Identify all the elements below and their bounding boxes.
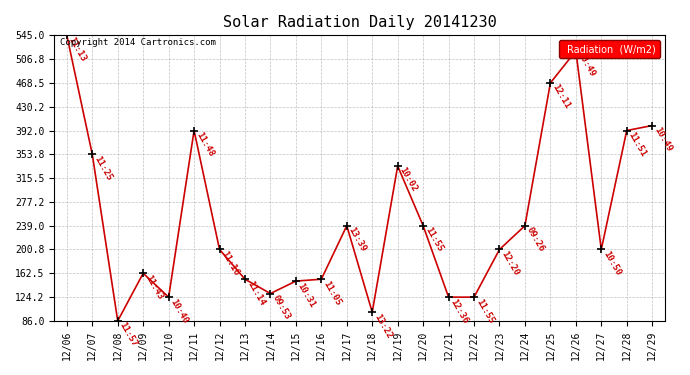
Text: 10:02: 10:02 <box>397 166 419 194</box>
Legend: Radiation  (W/m2): Radiation (W/m2) <box>559 40 660 58</box>
Text: 09:26: 09:26 <box>525 226 546 254</box>
Text: 11:55: 11:55 <box>423 226 444 254</box>
Text: 10:49: 10:49 <box>652 126 673 153</box>
Text: 11:13: 11:13 <box>67 35 88 63</box>
Text: 10:49: 10:49 <box>576 51 597 79</box>
Text: 10:31: 10:31 <box>296 281 317 309</box>
Text: 11:14: 11:14 <box>245 279 266 307</box>
Text: 09:53: 09:53 <box>270 294 292 321</box>
Text: Copyright 2014 Cartronics.com: Copyright 2014 Cartronics.com <box>60 38 216 47</box>
Text: 10:50: 10:50 <box>601 249 622 277</box>
Text: 12:36: 12:36 <box>448 297 470 325</box>
Text: 11:16: 11:16 <box>219 249 241 277</box>
Text: 12:20: 12:20 <box>500 249 521 277</box>
Text: 11:05: 11:05 <box>322 279 342 307</box>
Text: 11:55: 11:55 <box>474 297 495 325</box>
Text: 12:11: 12:11 <box>551 83 571 111</box>
Text: 11:48: 11:48 <box>194 130 215 158</box>
Text: 11:25: 11:25 <box>92 154 113 182</box>
Title: Solar Radiation Daily 20141230: Solar Radiation Daily 20141230 <box>223 15 496 30</box>
Text: 11:51: 11:51 <box>627 130 648 158</box>
Text: 11:43: 11:43 <box>143 273 164 301</box>
Text: 13:22: 13:22 <box>372 312 393 340</box>
Text: 13:39: 13:39 <box>347 226 368 254</box>
Text: 10:40: 10:40 <box>168 297 190 325</box>
Text: 11:57: 11:57 <box>118 321 139 349</box>
